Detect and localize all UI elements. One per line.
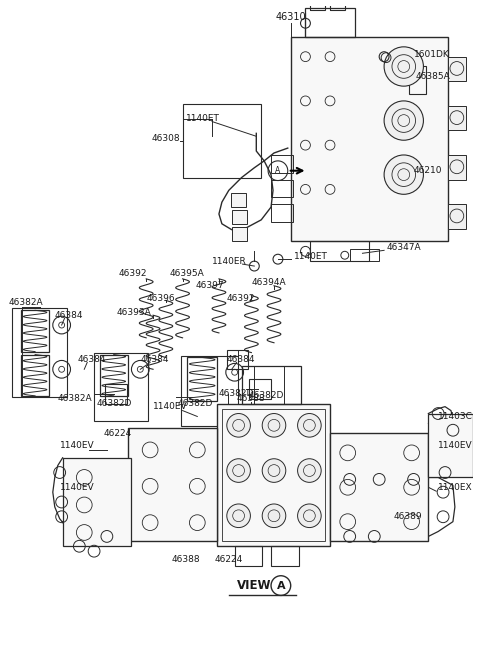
Text: 46385A: 46385A	[416, 72, 450, 81]
Circle shape	[384, 155, 423, 194]
Circle shape	[262, 413, 286, 437]
Circle shape	[298, 459, 321, 482]
Bar	[311, 241, 369, 261]
Bar	[232, 210, 248, 224]
Text: 46382A: 46382A	[58, 394, 92, 403]
Text: 46382D: 46382D	[97, 400, 132, 408]
Text: 46392: 46392	[119, 270, 147, 278]
Text: 46224: 46224	[215, 554, 243, 564]
Text: 46388: 46388	[237, 394, 265, 403]
Bar	[271, 180, 293, 197]
Circle shape	[384, 47, 423, 86]
Text: 1140EX: 1140EX	[438, 483, 473, 492]
Circle shape	[227, 504, 251, 527]
Text: 46393A: 46393A	[117, 308, 152, 317]
Text: 46382D: 46382D	[249, 392, 284, 400]
Bar	[350, 249, 379, 261]
Text: 46382D: 46382D	[178, 400, 213, 408]
Circle shape	[262, 459, 286, 482]
Bar	[448, 204, 466, 229]
Text: 1140EV: 1140EV	[153, 402, 188, 411]
Bar	[235, 546, 262, 566]
Bar	[231, 194, 246, 207]
Text: 46224: 46224	[104, 428, 132, 438]
Circle shape	[262, 504, 286, 527]
Bar	[271, 204, 293, 222]
Bar	[180, 356, 238, 426]
Circle shape	[384, 101, 423, 140]
Bar	[232, 227, 248, 241]
Bar	[448, 106, 466, 131]
Bar	[408, 66, 426, 94]
Text: 46389: 46389	[394, 512, 422, 522]
Bar	[21, 354, 49, 396]
Bar	[271, 155, 293, 173]
Text: 46395A: 46395A	[170, 270, 204, 278]
Text: 1601DK: 1601DK	[414, 51, 449, 59]
Bar	[428, 413, 473, 478]
Bar	[94, 352, 148, 421]
Circle shape	[298, 504, 321, 527]
Text: 46394A: 46394A	[252, 278, 286, 287]
Bar	[222, 409, 325, 541]
Text: 46396: 46396	[146, 294, 175, 303]
Text: 46384: 46384	[227, 355, 255, 364]
Bar	[305, 7, 355, 37]
Bar	[311, 0, 325, 10]
Bar	[330, 433, 428, 541]
Text: A: A	[276, 581, 285, 590]
Text: 46388: 46388	[171, 554, 200, 564]
Text: 46382A: 46382A	[9, 298, 43, 307]
Text: 1140EV: 1140EV	[60, 483, 94, 492]
Bar	[100, 354, 128, 396]
Bar	[129, 428, 217, 541]
Bar	[330, 0, 345, 10]
Bar	[62, 458, 132, 546]
Bar	[188, 358, 217, 401]
Text: A: A	[276, 166, 280, 175]
Circle shape	[227, 413, 251, 437]
Text: 46210: 46210	[414, 166, 442, 175]
Text: 1140EV: 1140EV	[60, 441, 94, 451]
Text: 46384: 46384	[77, 355, 106, 364]
Bar	[182, 104, 261, 178]
Bar	[217, 403, 330, 546]
Circle shape	[227, 459, 251, 482]
Bar	[250, 379, 271, 399]
Text: 46308: 46308	[151, 134, 180, 143]
Text: 1140ET: 1140ET	[185, 114, 219, 123]
Bar	[227, 350, 249, 369]
Bar	[12, 308, 67, 397]
Text: 46347A: 46347A	[386, 243, 420, 252]
Bar	[241, 366, 300, 403]
Bar	[448, 155, 466, 180]
Text: 46392: 46392	[227, 294, 255, 303]
Circle shape	[298, 413, 321, 437]
Text: 46397: 46397	[195, 281, 224, 290]
Text: VIEW: VIEW	[237, 579, 271, 592]
Text: 46384: 46384	[55, 311, 83, 319]
Bar	[105, 384, 127, 403]
Bar	[448, 56, 466, 81]
Text: 46384: 46384	[140, 355, 169, 364]
Text: 1140EV: 1140EV	[438, 441, 473, 451]
Bar	[271, 546, 299, 566]
Text: 46382D: 46382D	[219, 390, 254, 398]
Text: 11403C: 11403C	[438, 412, 473, 421]
Text: 1140ER: 1140ER	[212, 256, 247, 266]
Bar	[21, 310, 49, 352]
Text: 1140ET: 1140ET	[294, 252, 327, 260]
Bar	[291, 37, 448, 241]
Text: 46310: 46310	[276, 12, 306, 22]
